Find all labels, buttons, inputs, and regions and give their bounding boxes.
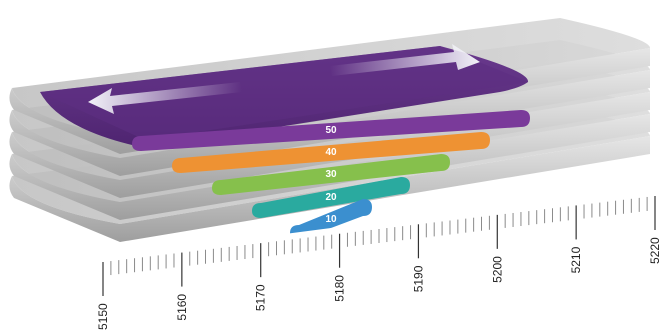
double-headed-arrow-icon (88, 44, 480, 114)
tick-label: 5170 (254, 284, 268, 311)
band-30: 30 (212, 154, 450, 195)
axis-tick-labels: 5150 5160 5170 5180 5190 5200 5210 5220 (96, 237, 660, 330)
band-10: 10 (290, 199, 372, 240)
tick-label: 5220 (648, 237, 660, 264)
band-20: 20 (252, 177, 410, 218)
tick-label: 5150 (96, 303, 110, 330)
band-label: 20 (325, 192, 337, 203)
band-label: 50 (325, 125, 337, 136)
band-label: 40 (325, 147, 337, 158)
band-label: 30 (325, 169, 337, 180)
band-40: 40 (172, 132, 490, 173)
tick-label: 5200 (490, 256, 504, 283)
tick-label: 5210 (569, 246, 583, 273)
band-50: 50 (132, 110, 530, 151)
band-label: 10 (325, 214, 337, 225)
tick-label: 5180 (333, 275, 347, 302)
axis-ruler (100, 186, 655, 300)
tick-label: 5190 (411, 265, 425, 292)
axis-ticks (102, 196, 656, 296)
range-bands: 50 40 30 20 10 (132, 110, 530, 240)
tick-label: 5160 (175, 294, 189, 321)
top-plate (40, 46, 529, 148)
